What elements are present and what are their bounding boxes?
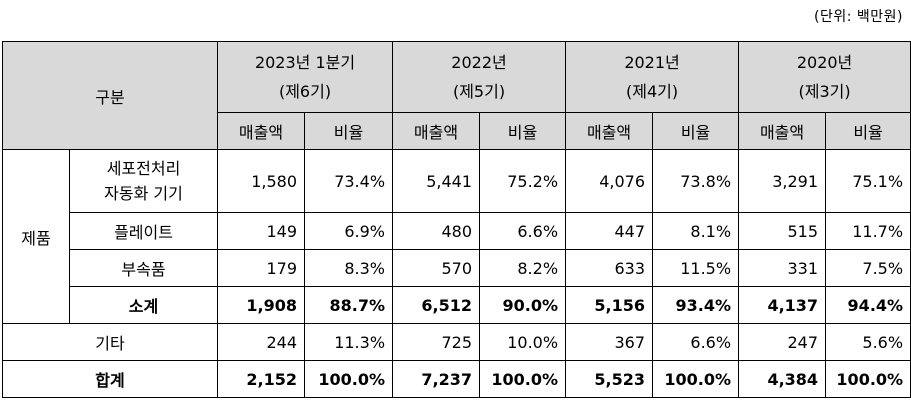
period-year: 2021년 xyxy=(624,53,680,72)
header-ratio: 비율 xyxy=(825,112,911,150)
table-row-total: 합계 2,152 100.0% 7,237 100.0% 5,523 100.0… xyxy=(1,360,911,398)
cell-value: 11.3% xyxy=(304,323,394,361)
cell-value: 8.1% xyxy=(652,212,740,250)
cell-value: 5,156 xyxy=(565,286,654,324)
cell-value: 75.1% xyxy=(825,149,911,213)
cell-value: 367 xyxy=(565,323,654,361)
cell-value: 4,076 xyxy=(565,149,654,213)
row-label: 플레이트 xyxy=(68,212,219,250)
cell-value: 73.4% xyxy=(304,149,394,213)
cell-value: 8.3% xyxy=(304,249,394,287)
cell-value: 11.5% xyxy=(652,249,740,287)
cell-value: 10.0% xyxy=(479,323,567,361)
cell-value: 90.0% xyxy=(479,286,567,324)
cell-value: 3,291 xyxy=(738,149,827,213)
period-term: (제4기) xyxy=(625,82,679,101)
cell-value: 247 xyxy=(738,323,827,361)
row-label-line: 세포전처리 xyxy=(106,159,181,178)
cell-value: 447 xyxy=(565,212,654,250)
unit-note: (단위: 백만원) xyxy=(814,9,903,25)
cell-value: 633 xyxy=(565,249,654,287)
cell-value: 179 xyxy=(217,249,306,287)
cell-value: 100.0% xyxy=(479,360,567,398)
cell-value: 7,237 xyxy=(392,360,481,398)
cell-value: 93.4% xyxy=(652,286,740,324)
cell-value: 94.4% xyxy=(825,286,911,324)
cell-value: 5,441 xyxy=(392,149,481,213)
cell-value: 570 xyxy=(392,249,481,287)
header-row-metrics: 매출액 비율 매출액 비율 매출액 비율 매출액 비율 xyxy=(3,112,911,150)
cell-value: 2,152 xyxy=(217,360,306,398)
row-label: 합계 xyxy=(1,360,219,398)
period-year: 2023년 1분기 xyxy=(254,53,356,72)
cell-value: 5.6% xyxy=(825,323,911,361)
sales-table: 구분 2023년 1분기 (제6기) 2022년 (제5기) 2021년 (제4… xyxy=(1,41,911,398)
row-label: 세포전처리 자동화 기기 xyxy=(68,149,219,213)
cell-value: 6,512 xyxy=(392,286,481,324)
cell-value: 149 xyxy=(217,212,306,250)
header-period-2023q1: 2023년 1분기 (제6기) xyxy=(217,41,394,113)
cell-value: 1,580 xyxy=(217,149,306,213)
cell-value: 11.7% xyxy=(825,212,911,250)
row-label-line: 자동화 기기 xyxy=(104,184,183,203)
cell-value: 725 xyxy=(392,323,481,361)
cell-value: 7.5% xyxy=(825,249,911,287)
header-period-2021: 2021년 (제4기) xyxy=(565,41,740,113)
header-ratio: 비율 xyxy=(479,112,567,150)
table-row: 기타 244 11.3% 725 10.0% 367 6.6% 247 5.6% xyxy=(1,323,911,361)
period-year: 2020년 xyxy=(796,53,853,72)
cell-value: 5,523 xyxy=(565,360,654,398)
cell-value: 6.6% xyxy=(652,323,740,361)
row-label: 기타 xyxy=(1,323,219,361)
cell-value: 4,137 xyxy=(738,286,827,324)
header-period-2022: 2022년 (제5기) xyxy=(392,41,567,113)
cell-value: 1,908 xyxy=(217,286,306,324)
cell-value: 88.7% xyxy=(304,286,394,324)
header-ratio: 비율 xyxy=(304,112,394,150)
cell-value: 8.2% xyxy=(479,249,567,287)
cell-value: 100.0% xyxy=(304,360,394,398)
cell-value: 6.6% xyxy=(479,212,567,250)
cell-value: 6.9% xyxy=(304,212,394,250)
cell-value: 73.8% xyxy=(652,149,740,213)
cell-value: 515 xyxy=(738,212,827,250)
header-ratio: 비율 xyxy=(652,112,740,150)
cell-value: 100.0% xyxy=(825,360,911,398)
cell-value: 100.0% xyxy=(652,360,740,398)
cell-value: 480 xyxy=(392,212,481,250)
cell-value: 331 xyxy=(738,249,827,287)
period-term: (제3기) xyxy=(798,82,851,101)
table-row: 부속품 179 8.3% 570 8.2% 633 11.5% 331 7.5% xyxy=(3,249,911,287)
cell-value: 244 xyxy=(217,323,306,361)
period-year: 2022년 xyxy=(451,53,507,72)
header-sales: 매출액 xyxy=(217,112,306,150)
product-group-label: 제품 xyxy=(2,149,70,324)
cell-value: 4,384 xyxy=(738,360,827,398)
cell-value: 75.2% xyxy=(479,149,567,213)
header-sales: 매출액 xyxy=(392,112,481,150)
row-label: 부속품 xyxy=(68,249,219,287)
table-row: 플레이트 149 6.9% 480 6.6% 447 8.1% 515 11.7… xyxy=(3,212,911,250)
header-category: 구분 xyxy=(1,41,219,150)
header-row-periods: 구분 2023년 1분기 (제6기) 2022년 (제5기) 2021년 (제4… xyxy=(1,41,911,150)
table-row-subtotal: 소계 1,908 88.7% 6,512 90.0% 5,156 93.4% 4… xyxy=(3,286,911,324)
table-row: 제품 세포전처리 자동화 기기 1,580 73.4% 5,441 75.2% … xyxy=(2,149,911,324)
row-label: 소계 xyxy=(68,286,219,324)
header-sales: 매출액 xyxy=(565,112,654,150)
header-period-2020: 2020년 (제3기) xyxy=(738,41,911,113)
period-term: (제5기) xyxy=(452,82,506,101)
period-term: (제6기) xyxy=(278,82,332,101)
header-sales: 매출액 xyxy=(738,112,827,150)
